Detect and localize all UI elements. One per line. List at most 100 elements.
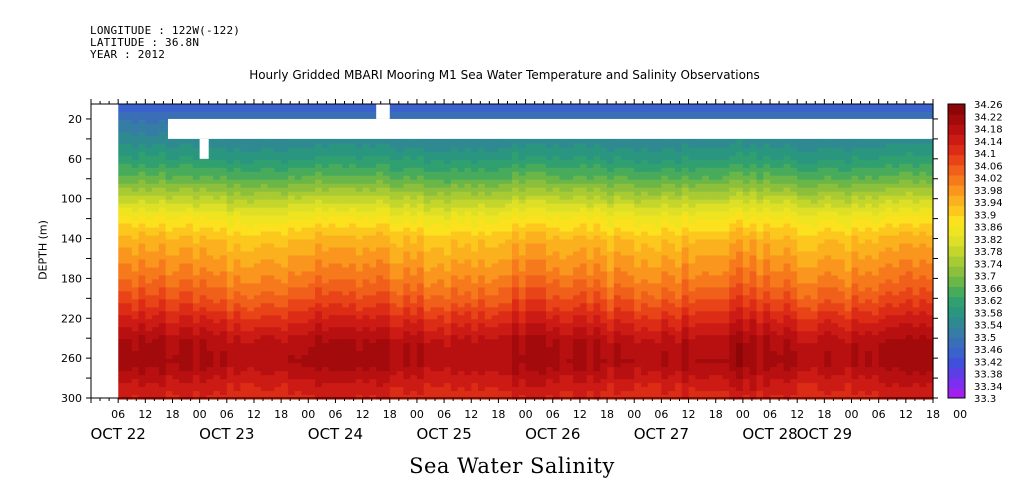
heatmap-cell: [172, 395, 180, 400]
heatmap-cell: [308, 299, 316, 304]
heatmap-cell: [444, 319, 452, 324]
heatmap-cell: [430, 291, 438, 296]
heatmap-cell: [247, 239, 255, 245]
heatmap-cell: [199, 223, 208, 229]
heatmap-cell: [464, 331, 472, 336]
heatmap-cell: [165, 139, 174, 145]
heatmap-cell: [349, 227, 357, 233]
heatmap-cell: [192, 211, 201, 217]
heatmap-cell: [437, 387, 445, 392]
heatmap-cell: [172, 271, 180, 277]
heatmap-cell: [457, 211, 466, 217]
heatmap-cell: [281, 207, 289, 213]
heatmap-cell: [437, 243, 445, 249]
heatmap-cell: [505, 251, 513, 257]
heatmap-cell: [410, 239, 418, 245]
heatmap-cell: [118, 215, 126, 221]
heatmap-cell: [518, 283, 527, 288]
heatmap-cell: [328, 207, 337, 213]
heatmap-cell: [382, 259, 391, 265]
heatmap-cell: [532, 387, 540, 392]
heatmap-cell: [518, 151, 527, 157]
heatmap-cell: [335, 295, 343, 300]
heatmap-cell: [444, 335, 452, 340]
heatmap-cell: [274, 239, 282, 245]
heatmap-cell: [226, 335, 235, 340]
heatmap-cell: [403, 211, 411, 217]
heatmap-cell: [199, 315, 208, 320]
heatmap-cell: [437, 151, 445, 157]
heatmap-cell: [226, 371, 235, 376]
heatmap-cell: [369, 339, 377, 344]
heatmap-cell: [416, 383, 425, 388]
heatmap-cell: [512, 199, 520, 205]
heatmap-cell: [464, 107, 472, 113]
heatmap-cell: [192, 395, 201, 400]
heatmap-cell: [566, 283, 574, 288]
heatmap-cell: [552, 271, 561, 277]
heatmap-cell: [199, 303, 208, 308]
heatmap-cell: [512, 363, 520, 368]
heatmap-cell: [444, 359, 452, 364]
heatmap-cell: [355, 151, 364, 157]
heatmap-cell: [247, 203, 255, 209]
heatmap-cell: [416, 311, 425, 316]
heatmap-cell: [192, 251, 201, 257]
heatmap-cell: [287, 367, 296, 372]
heatmap-cell: [124, 319, 133, 324]
heatmap-cell: [532, 219, 540, 225]
heatmap-cell: [152, 387, 160, 392]
heatmap-cell: [294, 331, 303, 336]
heatmap-cell: [430, 155, 438, 161]
heatmap-cell: [403, 155, 411, 161]
heatmap-cell: [505, 155, 513, 161]
heatmap-cell: [301, 235, 309, 241]
heatmap-cell: [362, 171, 370, 177]
heatmap-cell: [152, 175, 160, 181]
heatmap-cell: [124, 231, 133, 237]
heatmap-cell: [247, 104, 255, 109]
heatmap-cell: [315, 203, 323, 209]
heatmap-cell: [382, 359, 391, 364]
heatmap-cell: [240, 223, 248, 229]
heatmap-cell: [552, 295, 561, 300]
heatmap-cell: [260, 143, 269, 149]
heatmap-cell: [281, 267, 289, 273]
heatmap-cell: [315, 319, 323, 324]
heatmap-cell: [118, 167, 126, 173]
heatmap-cell: [545, 287, 554, 292]
heatmap-cell: [172, 339, 180, 344]
heatmap-cell: [559, 111, 567, 117]
heatmap-cell: [512, 299, 520, 304]
heatmap-cell: [525, 227, 533, 233]
heatmap-cell: [559, 363, 567, 368]
heatmap-cell: [478, 163, 486, 169]
heatmap-cell: [145, 243, 153, 249]
heatmap-cell: [498, 299, 506, 304]
heatmap-cell: [450, 171, 459, 177]
heatmap-cell: [410, 243, 418, 249]
heatmap-cell: [559, 207, 567, 213]
heatmap-cell: [199, 247, 208, 253]
heatmap-cell: [199, 255, 208, 261]
heatmap-cell: [274, 331, 282, 336]
heatmap-cell: [192, 215, 201, 221]
heatmap-cell: [525, 239, 533, 245]
heatmap-cell: [369, 287, 377, 292]
heatmap-cell: [138, 143, 146, 149]
heatmap-cell: [539, 375, 547, 380]
heatmap-cell: [512, 367, 520, 372]
heatmap-cell: [315, 303, 323, 308]
heatmap-cell: [376, 387, 384, 392]
heatmap-cell: [145, 263, 153, 269]
heatmap-cell: [416, 227, 425, 233]
heatmap-cell: [247, 263, 255, 269]
heatmap-cell: [389, 215, 398, 221]
heatmap-cell: [138, 255, 146, 261]
heatmap-cell: [308, 159, 316, 165]
heatmap-cell: [253, 391, 262, 396]
heatmap-cell: [410, 303, 418, 308]
heatmap-cell: [566, 251, 574, 257]
heatmap-cell: [498, 155, 506, 161]
heatmap-cell: [545, 319, 554, 324]
